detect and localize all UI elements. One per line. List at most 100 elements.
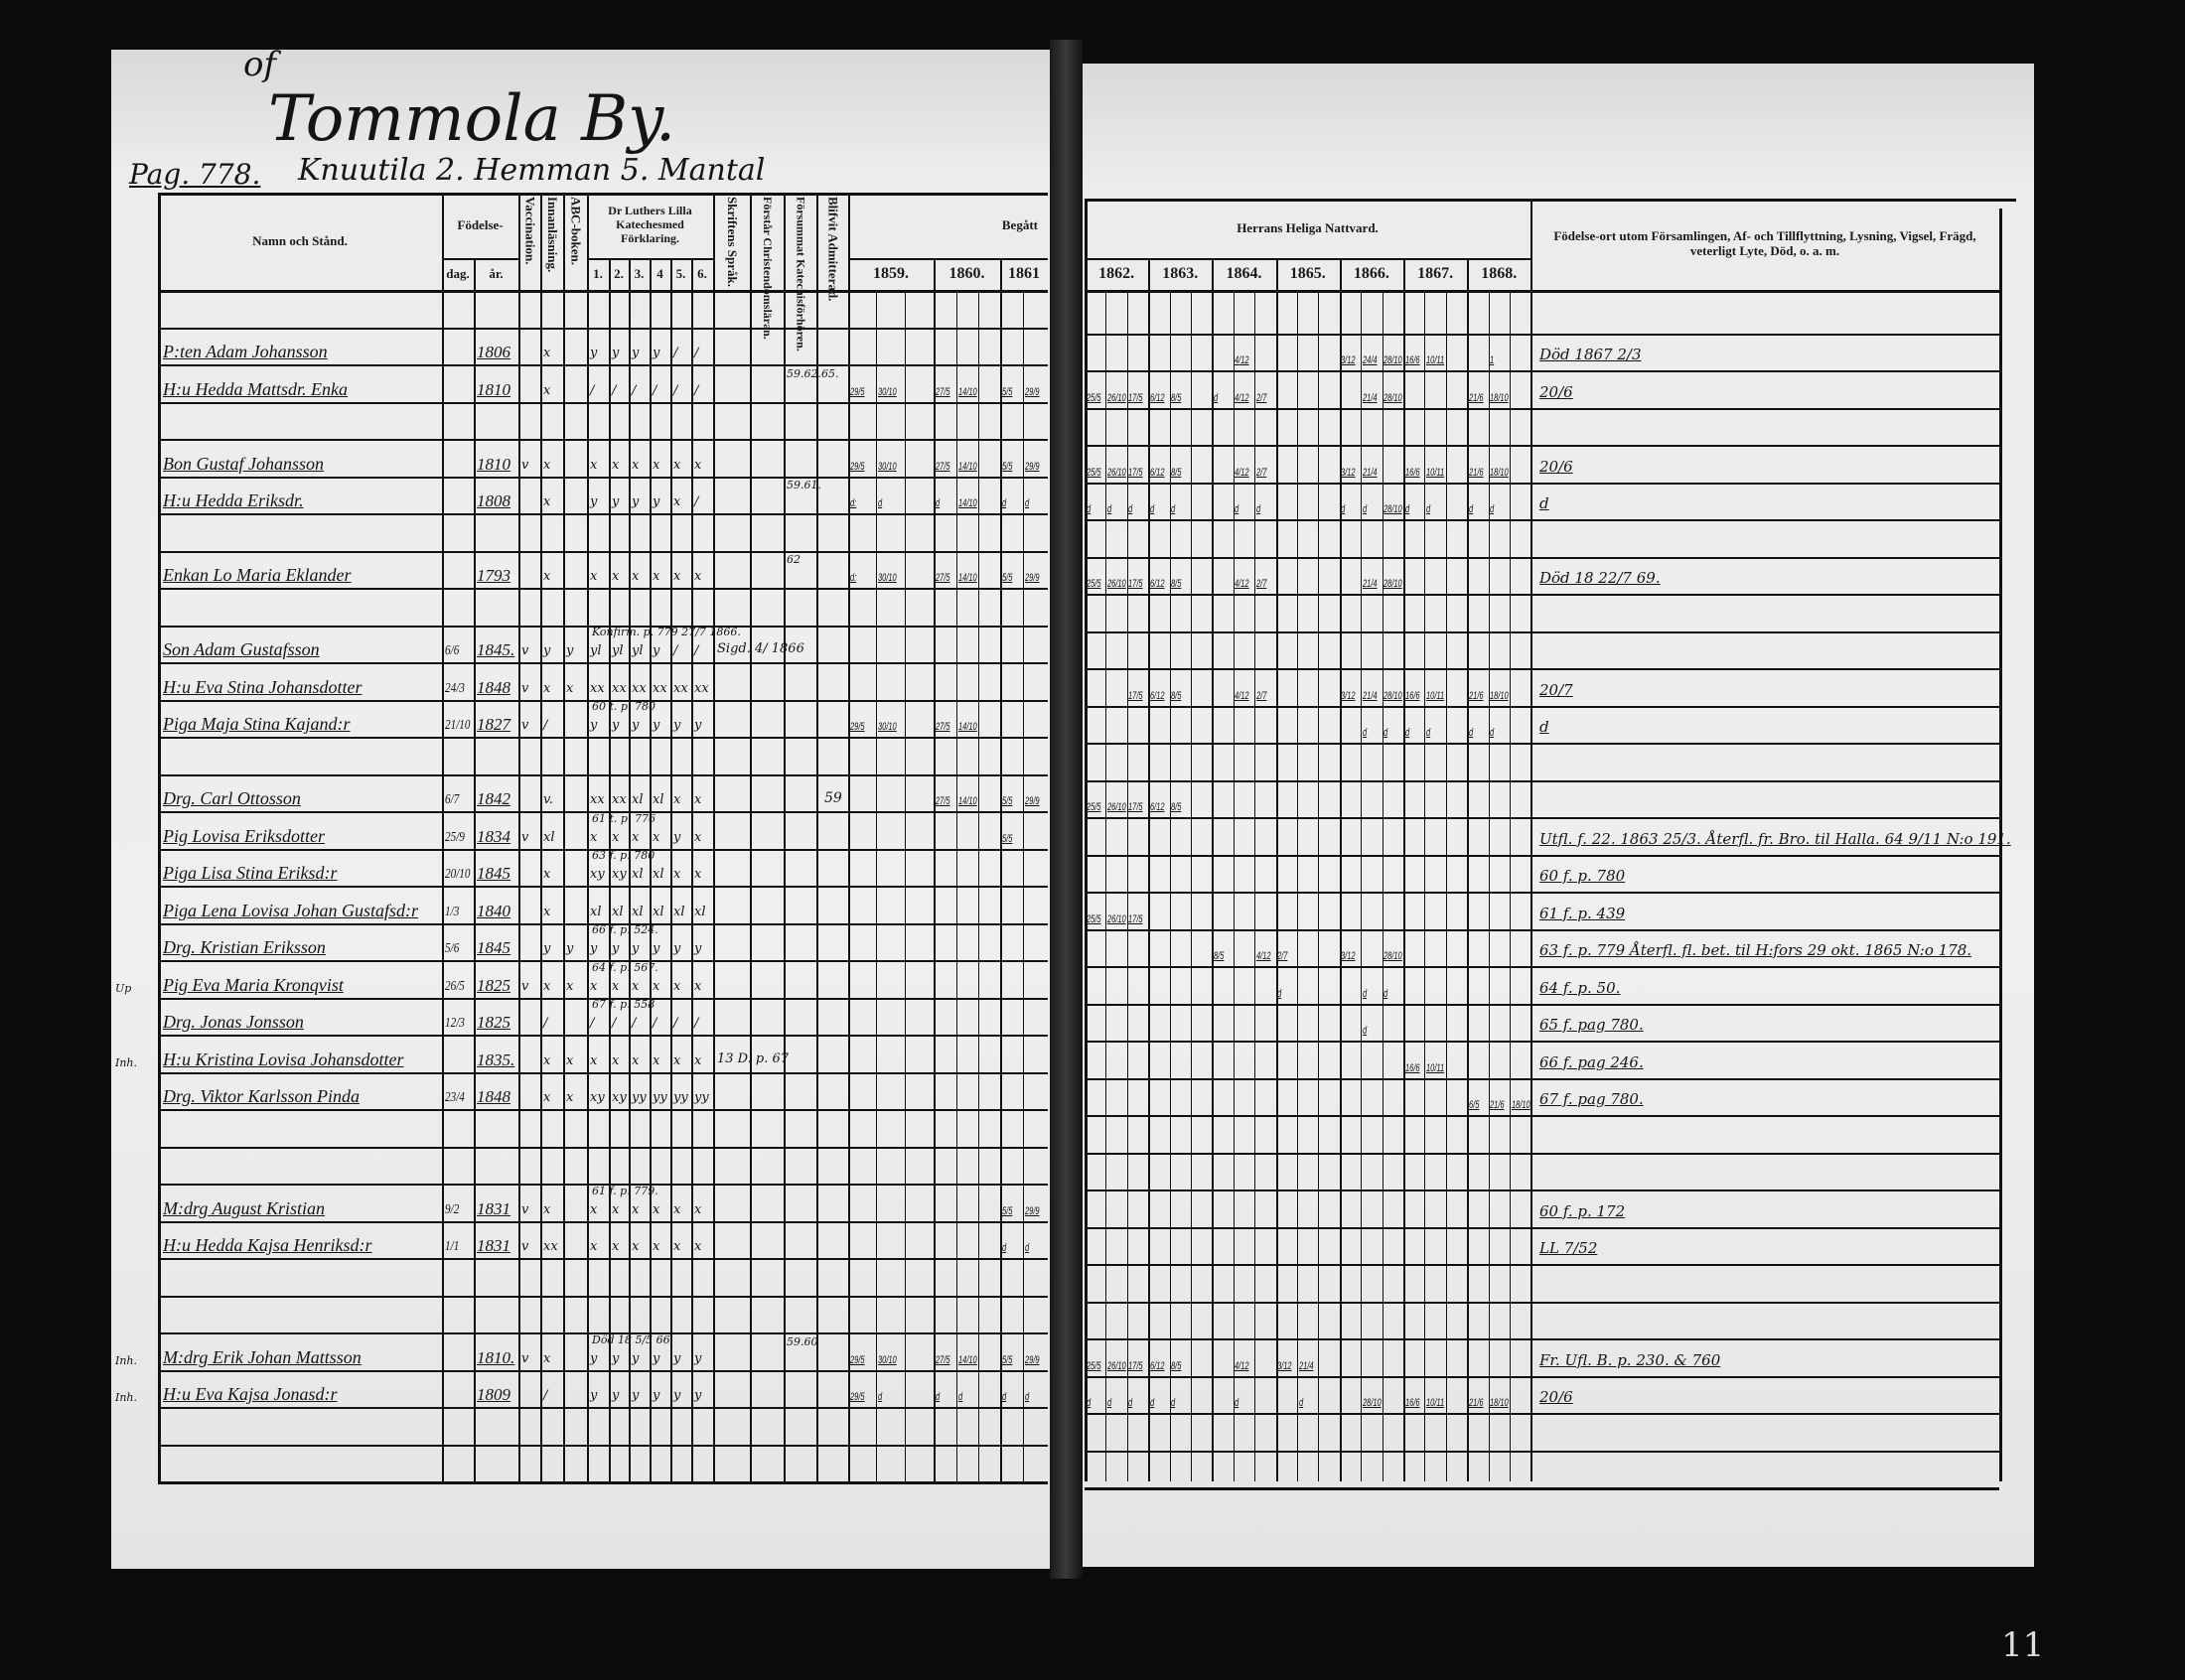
left-page (111, 50, 1050, 1569)
examination-mark: y (632, 494, 640, 509)
examination-mark: / (653, 382, 657, 398)
communion-date: 18/10 (1490, 391, 1509, 404)
examination-mark: xx (694, 680, 709, 696)
examination-mark: x (673, 978, 681, 994)
examination-mark: x (543, 346, 551, 360)
communion-date: 30/10 (877, 460, 897, 473)
examination-mark: x (653, 829, 660, 845)
remark: 63 f. p. 779 Återfl. fl. bet. til H:fors… (1539, 941, 1972, 959)
communion-date: d (1086, 503, 1091, 515)
communion-date: d (935, 497, 940, 509)
communion-date: 17/5 (1128, 689, 1143, 702)
communion-date: 4/12 (1235, 391, 1249, 404)
communion-date: 14/10 (957, 460, 977, 473)
examination-mark: y (673, 718, 681, 733)
birth-year: 1842 (477, 789, 510, 808)
row-line (158, 439, 1048, 441)
remarks-column-line (1530, 199, 1532, 1481)
examination-mark: y (590, 1350, 598, 1366)
communion-date: 2/7 (1277, 950, 1288, 962)
communion-date: 4/12 (1235, 466, 1249, 479)
missed-examinations: 59.60 (787, 1334, 818, 1348)
communion-date: 5/5 (1001, 1353, 1012, 1366)
communion-date: 21/6 (1468, 391, 1484, 404)
communion-date: 5/5 (1001, 385, 1012, 398)
communion-date: d (1362, 1025, 1367, 1037)
row-line (158, 811, 1048, 813)
row-line (1085, 1152, 1999, 1155)
examination-mark: x (566, 1052, 574, 1068)
column-header-year-1864: 1864. (1226, 264, 1262, 282)
examination-mark: xl (543, 829, 555, 845)
column-line (1169, 290, 1171, 1481)
communion-date: 14/10 (957, 721, 977, 733)
column-line (1191, 290, 1192, 1481)
row-line (158, 662, 1048, 664)
row-line (158, 699, 1048, 702)
header-prefix: of (243, 45, 277, 84)
book-gutter (1050, 40, 1083, 1579)
communion-date: 16/6 (1404, 1061, 1420, 1074)
village-title: Tommola By. (268, 82, 676, 156)
examination-mark: / (694, 346, 699, 360)
examination-mark: y (612, 346, 620, 360)
communion-date: 17/5 (1128, 391, 1143, 404)
examination-mark: y (566, 941, 574, 956)
table-bottom-line (1085, 1487, 1999, 1490)
column-line (650, 258, 652, 1481)
communion-date: 17/5 (1128, 1359, 1143, 1372)
communion-date: 21/6 (1490, 1099, 1505, 1111)
row-line (1085, 1077, 1999, 1080)
communion-date: 10/11 (1425, 466, 1445, 479)
remark: Fr. Ufl. B. p. 230. & 760 (1539, 1350, 1721, 1369)
communion-date: d (1128, 503, 1133, 515)
communion-date: 17/5 (1128, 912, 1143, 925)
communion-date: d (1086, 1397, 1091, 1409)
row-line (158, 401, 1048, 404)
communion-date: 29/5 (849, 460, 865, 473)
communion-date: 8/5 (1171, 578, 1182, 590)
communion-date: 4/12 (1235, 689, 1249, 702)
row-line (1085, 445, 1999, 447)
column-line (518, 193, 520, 1481)
communion-date: 16/6 (1404, 689, 1420, 702)
communion-date: 3/12 (1277, 1359, 1292, 1372)
column-header-catechism-part: 2. (614, 265, 624, 281)
column-line (691, 258, 693, 1481)
column-header-birth-year: år. (489, 265, 504, 281)
communion-date: d (877, 497, 882, 509)
examination-mark: y (653, 643, 660, 658)
communion-date: 8/5 (1213, 950, 1225, 962)
column-header-admitted: Blifvit Admitterad. (825, 197, 841, 302)
birth-day: 9/2 (445, 1201, 460, 1217)
row-line (158, 625, 1048, 628)
communion-date: 29/9 (1024, 1204, 1040, 1217)
examination-mark: x (590, 1201, 598, 1217)
communion-date: 14/10 (957, 795, 977, 807)
column-header-year-1867: 1867. (1417, 264, 1454, 282)
examination-mark: x (632, 457, 640, 473)
column-line (1445, 290, 1447, 1481)
examination-mark: x (694, 867, 702, 882)
communion-date: 10/11 (1425, 354, 1445, 366)
communion-date: d (1024, 1391, 1029, 1403)
examination-mark: / (673, 346, 678, 360)
communion-date: 25/5 (1086, 466, 1101, 479)
communion-date: d (1384, 727, 1388, 739)
person-name: M:drg August Kristian (163, 1197, 326, 1218)
header-top-line (158, 193, 1048, 196)
row-line (1085, 928, 1999, 931)
birth-year: 1810. (477, 1347, 515, 1367)
communion-date: 29/9 (1024, 385, 1040, 398)
communion-date: 10/11 (1425, 689, 1445, 702)
row-line (158, 588, 1048, 590)
row-line (1085, 333, 1999, 336)
communion-date: d (1277, 987, 1282, 1000)
column-header-missed-examinations: Försummat Katechisförhören. (794, 197, 808, 351)
examination-mark: xl (632, 792, 644, 807)
scripture-note: Sigd. 4/ 1866 (717, 641, 804, 656)
examination-mark: x (673, 569, 681, 584)
examination-mark: x (694, 1239, 702, 1254)
column-header-year-1862: 1862. (1098, 264, 1135, 282)
communion-date: 29/5 (849, 721, 865, 733)
